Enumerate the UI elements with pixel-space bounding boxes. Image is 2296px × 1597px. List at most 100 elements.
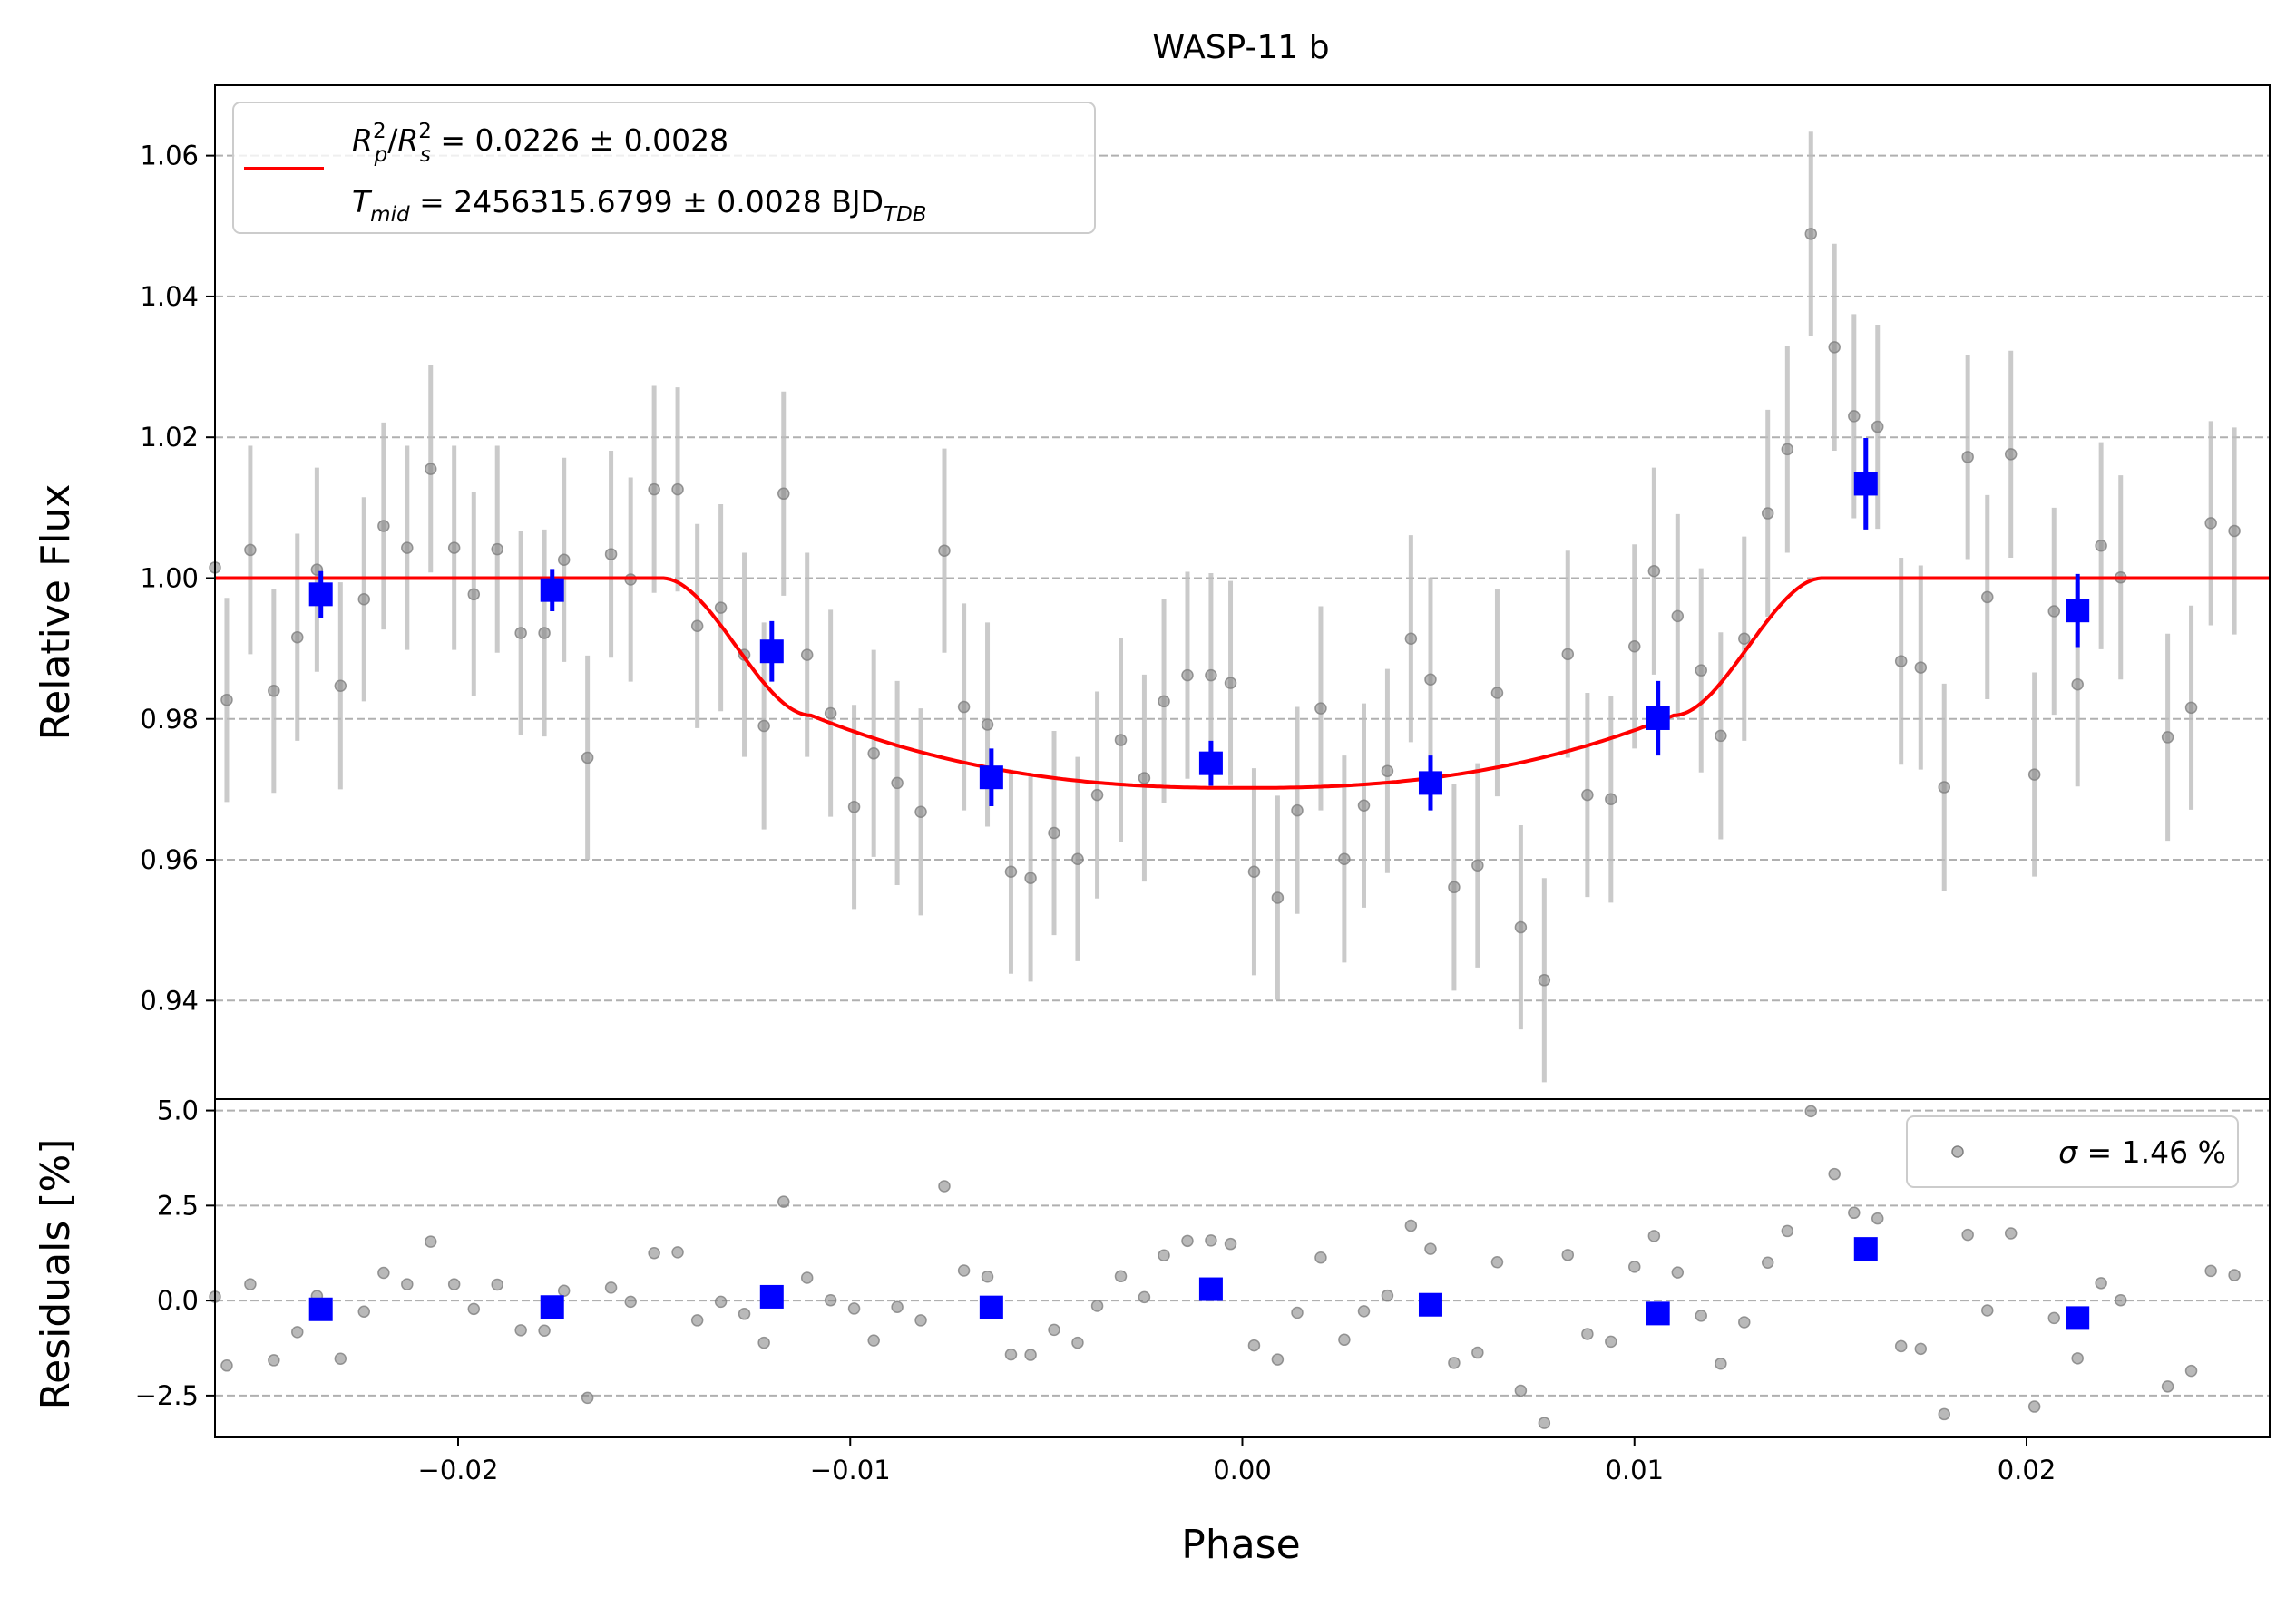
residual-legend-box xyxy=(1906,1115,2239,1188)
raw-residual-point xyxy=(824,1293,837,1307)
raw-residual-point xyxy=(334,1352,347,1365)
raw-data-point xyxy=(1828,341,1841,354)
raw-data-point xyxy=(581,751,594,764)
residual-legend: σ = 1.46 % xyxy=(1906,1115,2239,1188)
raw-data-point xyxy=(514,627,527,639)
raw-residual-point xyxy=(538,1324,551,1337)
raw-residual-point xyxy=(557,1284,571,1297)
raw-residual-point xyxy=(2027,1400,2041,1413)
legend-sigma-value: = 1.46 % xyxy=(2077,1134,2226,1170)
x-tick-label: 0.01 xyxy=(1605,1455,1664,1485)
raw-residual-point xyxy=(2161,1380,2174,1393)
raw-residual-point xyxy=(1894,1339,1908,1353)
raw-residual-point xyxy=(1338,1333,1351,1347)
legend-sigma: σ = 1.46 % xyxy=(2058,1134,2226,1170)
raw-data-point xyxy=(2095,540,2107,552)
raw-data-point xyxy=(2004,448,2018,461)
raw-data-point xyxy=(2161,731,2174,744)
raw-data-point xyxy=(2027,768,2041,781)
x-tick-label: 0.00 xyxy=(1213,1455,1272,1485)
raw-residual-point xyxy=(1071,1336,1084,1349)
raw-data-point xyxy=(2228,524,2241,538)
main-y-axis-label: Relative Flux xyxy=(33,484,79,741)
raw-residual-point xyxy=(2004,1227,2018,1240)
raw-data-point xyxy=(1181,668,1194,682)
raw-data-point xyxy=(557,553,571,567)
raw-data-point xyxy=(1490,687,1504,699)
raw-residual-point xyxy=(757,1336,770,1349)
binned-residual-point xyxy=(1418,1292,1442,1317)
x-tick-label: −0.02 xyxy=(418,1455,499,1485)
binned-data-point xyxy=(2066,599,2090,623)
raw-residual-point xyxy=(714,1295,728,1309)
binned-data-point xyxy=(759,639,784,664)
raw-data-point xyxy=(1004,865,1018,878)
raw-residual-point xyxy=(581,1391,594,1405)
legend-tmid-sub: mid xyxy=(370,203,410,227)
raw-data-point xyxy=(1404,632,1418,645)
raw-data-point xyxy=(220,694,233,706)
raw-residual-point xyxy=(2071,1352,2084,1365)
raw-residual-point xyxy=(914,1314,927,1327)
raw-residual-point xyxy=(2047,1311,2061,1325)
raw-data-point xyxy=(1914,661,1928,674)
raw-data-point xyxy=(2204,517,2217,530)
raw-data-point xyxy=(268,684,280,697)
raw-data-point xyxy=(1848,410,1861,423)
raw-data-point xyxy=(1205,668,1217,682)
x-tick-label: 0.02 xyxy=(1998,1455,2057,1485)
binned-residual-point xyxy=(979,1295,1003,1319)
binned-residual-point xyxy=(308,1297,333,1321)
raw-data-point xyxy=(671,482,684,496)
raw-residual-point xyxy=(1138,1290,1151,1304)
raw-residual-point xyxy=(777,1195,790,1208)
raw-residual-point xyxy=(1404,1219,1418,1232)
raw-residual-point xyxy=(2095,1277,2107,1290)
raw-residual-point xyxy=(1938,1407,1950,1421)
raw-residual-point xyxy=(648,1246,660,1260)
raw-data-series xyxy=(209,131,2241,1083)
x-axis: −0.02 −0.01 0.00 0.01 0.02 xyxy=(418,1437,2057,1485)
binned-data-point xyxy=(1646,706,1670,730)
binned-data-point xyxy=(308,582,333,607)
legend-line-2: Tmid = 2456315.6799 ± 0.0028 BJDTDB xyxy=(352,184,927,227)
binned-residual-point xyxy=(1198,1277,1223,1301)
binned-data-point xyxy=(540,578,564,602)
raw-data-point xyxy=(1381,764,1394,777)
main-y-tick-label: 0.94 xyxy=(140,985,199,1016)
raw-residual-point xyxy=(1247,1339,1261,1352)
raw-data-point xyxy=(1424,673,1437,687)
raw-data-point xyxy=(957,700,971,714)
residual-y-axis-label: Residuals [%] xyxy=(33,1139,79,1410)
raw-residual-point xyxy=(467,1302,481,1316)
raw-data-point xyxy=(757,719,770,733)
legend-rp: R xyxy=(352,122,373,158)
raw-data-point xyxy=(538,627,551,639)
raw-data-point xyxy=(824,706,837,720)
raw-data-point xyxy=(1448,881,1461,894)
raw-data-point xyxy=(467,588,481,601)
raw-data-point xyxy=(377,520,390,532)
raw-residual-point xyxy=(491,1278,503,1291)
raw-residual-point xyxy=(2114,1293,2127,1307)
raw-residual-point xyxy=(1914,1342,1928,1356)
raw-data-point xyxy=(1024,872,1037,884)
legend-residual-marker xyxy=(1951,1145,1964,1158)
raw-residual-point xyxy=(1181,1234,1194,1248)
raw-residual-point xyxy=(447,1278,461,1290)
raw-residual-point xyxy=(1671,1266,1685,1279)
legend-bjd-sub: TDB xyxy=(884,203,927,227)
raw-data-point xyxy=(1781,443,1794,456)
raw-residual-point xyxy=(938,1180,951,1193)
raw-residual-point xyxy=(1761,1256,1774,1269)
raw-residual-point xyxy=(424,1235,437,1248)
raw-residual-point xyxy=(377,1266,390,1280)
raw-residual-point xyxy=(891,1300,904,1313)
raw-data-point xyxy=(334,679,347,693)
raw-residual-point xyxy=(800,1271,814,1284)
raw-residual-point xyxy=(1715,1357,1727,1370)
residual-y-tick-label: 5.0 xyxy=(157,1096,199,1126)
binned-residual-point xyxy=(1646,1301,1670,1326)
main-y-tick-label: 1.02 xyxy=(140,422,199,453)
raw-data-point xyxy=(401,541,414,554)
